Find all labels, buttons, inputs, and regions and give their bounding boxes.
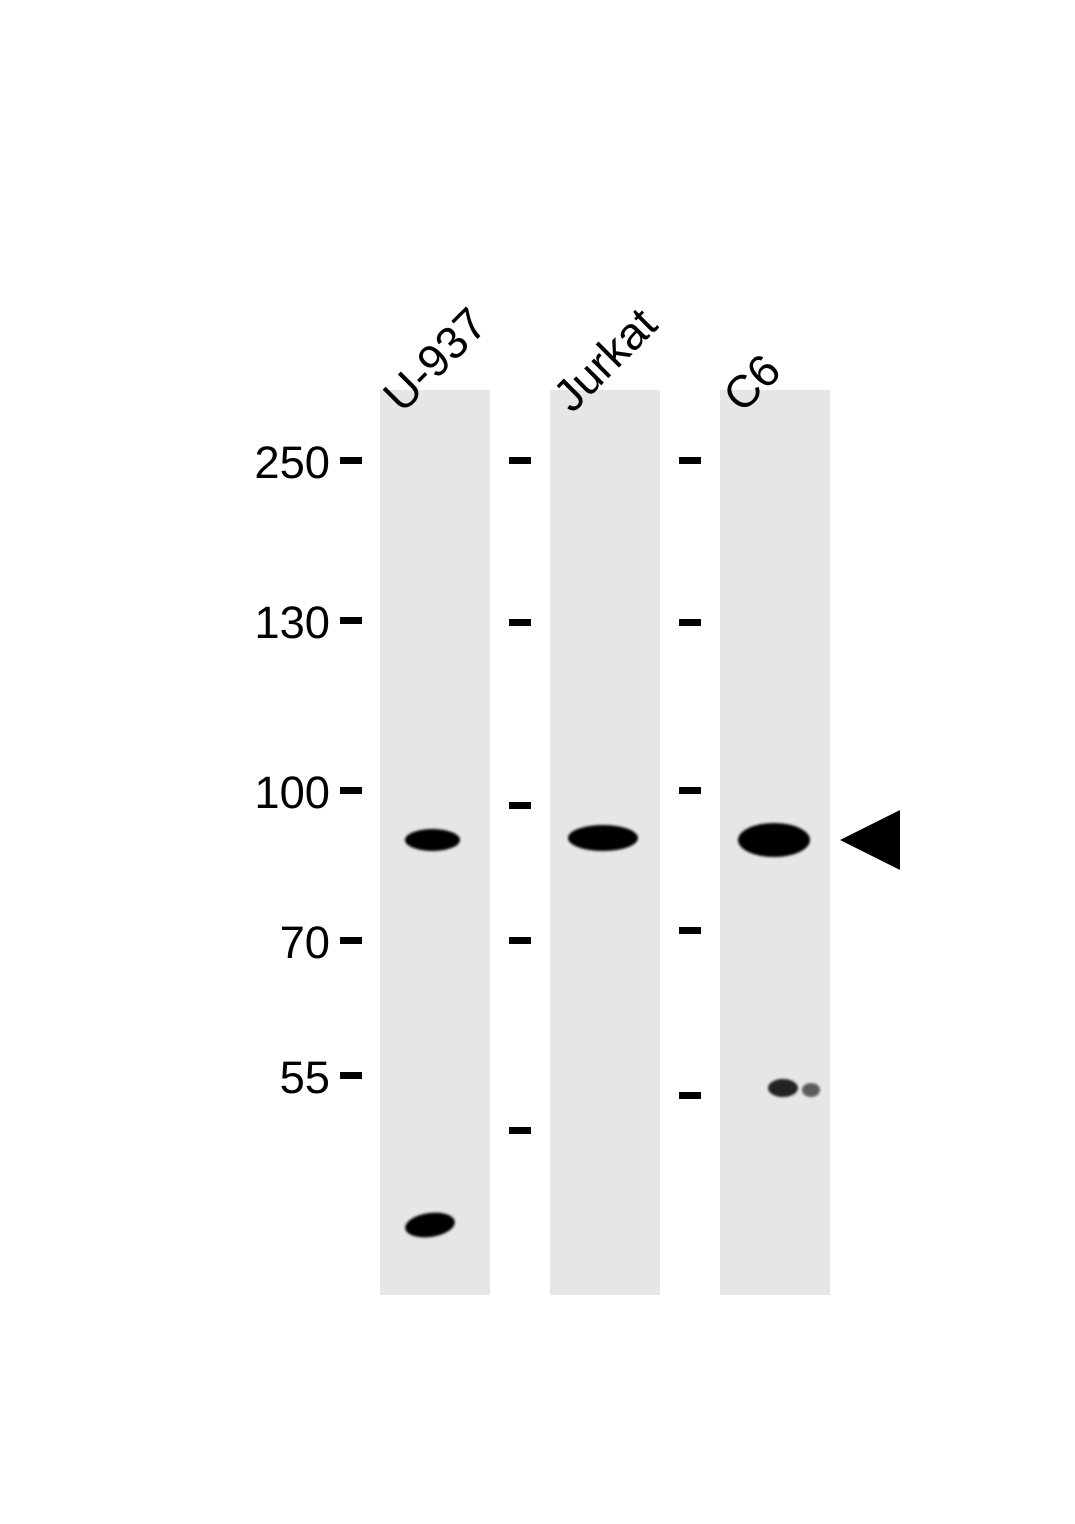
inter-lane-tick xyxy=(509,619,531,626)
inter-lane-tick xyxy=(509,1127,531,1134)
mw-label: 130 xyxy=(254,597,330,649)
inter-lane-tick xyxy=(509,802,531,809)
mw-tick xyxy=(340,457,362,464)
band xyxy=(738,823,810,857)
target-band-arrow-icon xyxy=(840,810,900,870)
inter-lane-tick xyxy=(509,457,531,464)
inter-lane-tick xyxy=(679,787,701,794)
inter-lane-tick xyxy=(679,1092,701,1099)
band xyxy=(768,1079,798,1097)
mw-label: 100 xyxy=(254,767,330,819)
western-blot-figure: U-937 Jurkat C6 2501301007055 xyxy=(0,0,1075,1524)
band xyxy=(405,829,460,851)
mw-tick xyxy=(340,787,362,794)
mw-label: 55 xyxy=(280,1052,330,1104)
mw-tick xyxy=(340,1072,362,1079)
inter-lane-tick xyxy=(679,927,701,934)
inter-lane-tick xyxy=(509,937,531,944)
mw-tick xyxy=(340,617,362,624)
inter-lane-tick xyxy=(679,457,701,464)
band xyxy=(802,1083,820,1097)
mw-tick xyxy=(340,937,362,944)
mw-label: 250 xyxy=(254,437,330,489)
mw-label: 70 xyxy=(280,917,330,969)
band xyxy=(568,825,638,851)
inter-lane-tick xyxy=(679,619,701,626)
